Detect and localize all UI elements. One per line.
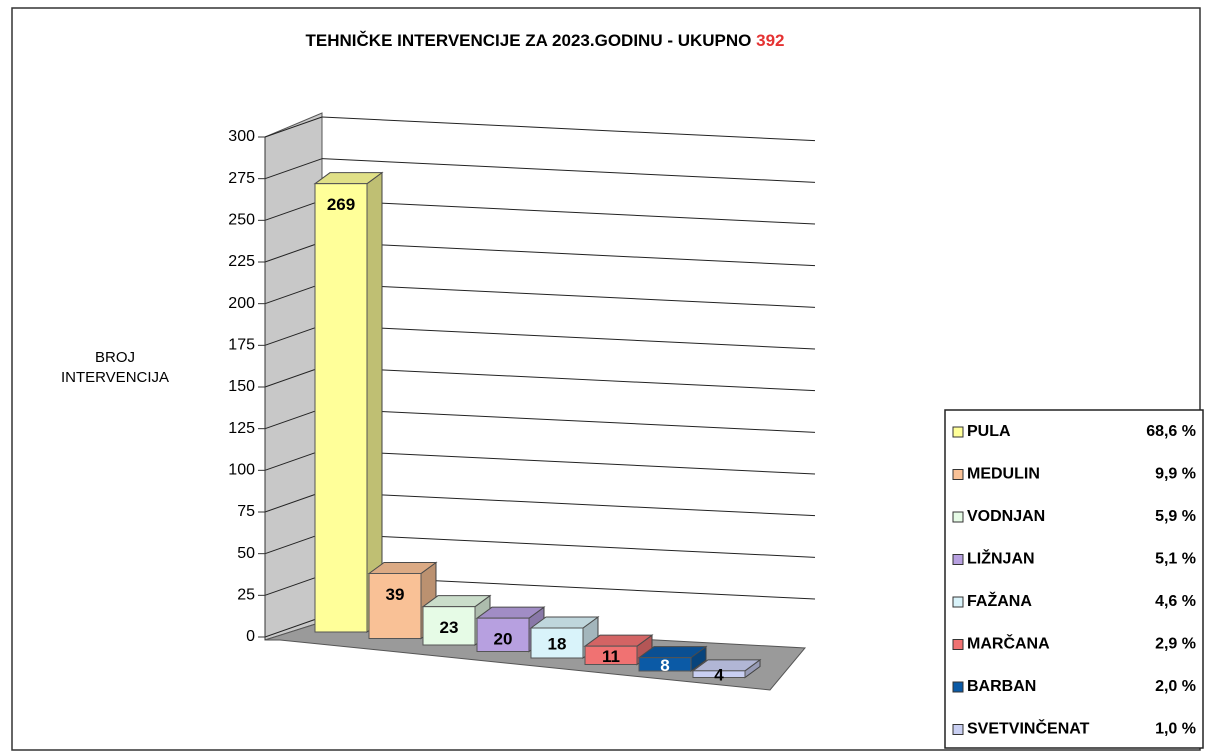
y-tick-label: 225 (228, 253, 255, 270)
grid-line (321, 199, 816, 225)
grid-line (264, 158, 323, 180)
grid-line (321, 241, 816, 267)
legend-label: LIŽNJAN (967, 549, 1035, 568)
legend-swatch (952, 639, 964, 650)
legend (944, 409, 1204, 749)
grid-line (321, 408, 816, 433)
y-axis-label: BROJ (95, 349, 135, 366)
bar (584, 645, 638, 666)
legend-share: 9,9 % (1155, 466, 1196, 483)
grid-line (321, 449, 816, 475)
legend-swatch (952, 511, 964, 523)
legend-label: MARČANA (967, 634, 1050, 653)
grid-line (321, 324, 816, 350)
legend-swatch (952, 469, 964, 480)
legend-swatch (952, 426, 964, 438)
bar (368, 573, 422, 639)
legend-label: PULA (967, 423, 1011, 440)
y-tick-label: 100 (228, 462, 255, 479)
bar (530, 627, 584, 659)
y-tick-label: 300 (228, 128, 255, 145)
grid-line (264, 116, 323, 138)
chart-title: TEHNIČKE INTERVENCIJE ZA 2023.GODINU - U… (306, 31, 785, 50)
data-label: 269 (327, 195, 355, 214)
y-tick-label: 275 (228, 170, 255, 187)
bar (422, 606, 476, 646)
grid-line (321, 366, 816, 392)
grid-line (264, 283, 323, 305)
legend-share: 1,0 % (1155, 721, 1196, 738)
legend-label: MEDULIN (967, 466, 1040, 483)
bar (476, 617, 530, 653)
y-tick-label: 0 (246, 628, 255, 645)
grid-line (321, 533, 816, 558)
data-label: 4 (714, 666, 724, 685)
data-label: 20 (494, 630, 513, 649)
legend-label: VODNJAN (967, 508, 1045, 525)
data-label: 8 (660, 656, 669, 675)
frame (11, 7, 1201, 751)
y-axis-label: INTERVENCIJA (61, 369, 169, 386)
legend-swatch (952, 596, 964, 608)
bar (314, 183, 368, 633)
grid-line (264, 574, 323, 596)
legend-label: BARBAN (967, 678, 1036, 695)
grid-line (264, 241, 323, 263)
legend-share: 4,6 % (1155, 593, 1196, 610)
y-tick-label: 50 (237, 545, 255, 562)
grid-line (264, 491, 323, 513)
grid-line (264, 533, 323, 555)
data-label: 39 (386, 585, 405, 604)
grid-line (264, 199, 323, 221)
grid-line (321, 158, 816, 183)
legend-swatch (952, 681, 964, 693)
grid-line (264, 366, 323, 388)
grid-line (321, 116, 816, 142)
y-tick-label: 150 (228, 378, 255, 395)
grid-line (264, 408, 323, 430)
title-total: 392 (756, 31, 784, 50)
y-tick-label: 175 (228, 337, 255, 354)
bar-side (366, 171, 383, 633)
title-text: TEHNIČKE INTERVENCIJE ZA 2023.GODINU - U… (306, 31, 752, 50)
legend-share: 68,6 % (1146, 423, 1196, 440)
grid-line (264, 449, 323, 471)
y-tick-label: 250 (228, 212, 255, 229)
y-tick-label: 125 (228, 420, 255, 437)
grid-line (264, 324, 323, 346)
grid-line (264, 616, 323, 638)
data-label: 23 (440, 618, 459, 637)
y-tick-label: 200 (228, 295, 255, 312)
legend-share: 5,1 % (1155, 551, 1196, 568)
grid-line (321, 491, 816, 517)
legend-label: SVETVINČENAT (967, 719, 1090, 738)
legend-swatch (952, 724, 964, 735)
data-label: 18 (548, 634, 567, 653)
bar (692, 670, 746, 678)
legend-swatch (952, 554, 964, 565)
data-label: 11 (602, 647, 620, 666)
grid-line (321, 283, 816, 308)
legend-share: 5,9 % (1155, 508, 1196, 525)
bar (638, 657, 692, 672)
legend-share: 2,9 % (1155, 636, 1196, 653)
y-tick-label: 25 (237, 587, 255, 604)
legend-share: 2,0 % (1155, 678, 1196, 695)
y-tick-label: 75 (237, 503, 255, 520)
legend-label: FAŽANA (967, 591, 1032, 610)
